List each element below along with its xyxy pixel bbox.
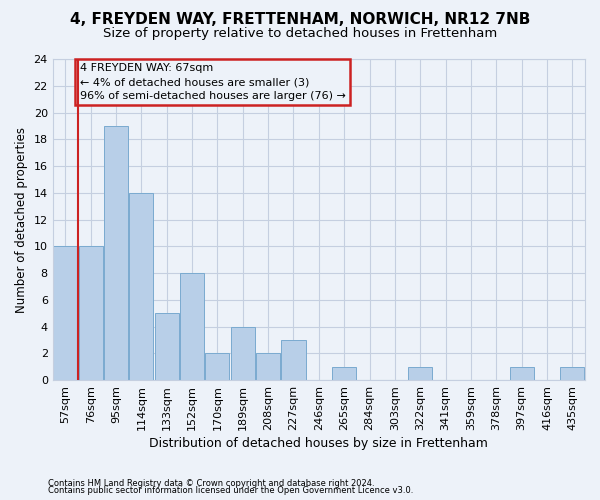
Bar <box>79 246 103 380</box>
Bar <box>281 340 305 380</box>
Bar <box>256 354 280 380</box>
Bar <box>205 354 229 380</box>
Bar <box>560 366 584 380</box>
Bar <box>509 366 533 380</box>
Text: 4, FREYDEN WAY, FRETTENHAM, NORWICH, NR12 7NB: 4, FREYDEN WAY, FRETTENHAM, NORWICH, NR1… <box>70 12 530 28</box>
Bar <box>130 193 154 380</box>
Bar <box>180 273 204 380</box>
Y-axis label: Number of detached properties: Number of detached properties <box>15 126 28 312</box>
Bar <box>408 366 432 380</box>
Text: Contains HM Land Registry data © Crown copyright and database right 2024.: Contains HM Land Registry data © Crown c… <box>48 478 374 488</box>
Bar <box>155 313 179 380</box>
Text: 4 FREYDEN WAY: 67sqm
← 4% of detached houses are smaller (3)
96% of semi-detache: 4 FREYDEN WAY: 67sqm ← 4% of detached ho… <box>80 63 346 101</box>
Bar <box>104 126 128 380</box>
Text: Contains public sector information licensed under the Open Government Licence v3: Contains public sector information licen… <box>48 486 413 495</box>
X-axis label: Distribution of detached houses by size in Frettenham: Distribution of detached houses by size … <box>149 437 488 450</box>
Text: Size of property relative to detached houses in Frettenham: Size of property relative to detached ho… <box>103 28 497 40</box>
Bar <box>53 246 77 380</box>
Bar <box>332 366 356 380</box>
Bar <box>231 326 255 380</box>
